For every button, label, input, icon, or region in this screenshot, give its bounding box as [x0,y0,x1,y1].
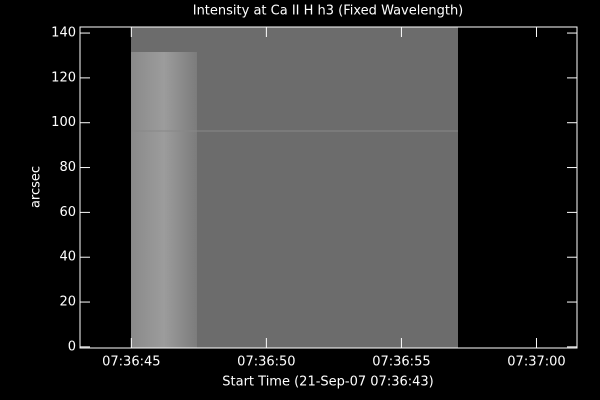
x-tick-label: 07:36:50 [237,355,295,370]
plot-frame [79,26,578,349]
y-tick-label: 60 [59,205,76,220]
image-bright-region [131,52,197,348]
x-axis-label: Start Time (21-Sep-07 07:36:43) [222,375,433,390]
y-tick-label: 80 [59,160,76,175]
y-tick-label: 20 [59,295,76,310]
y-axis-label: arcsec [29,166,44,208]
y-tick-label: 0 [68,339,76,354]
y-tick-label: 120 [51,70,76,85]
y-tick-label: 40 [59,250,76,265]
x-tick-label: 07:36:55 [372,355,430,370]
x-tick-label: 07:37:00 [507,355,565,370]
y-tick-label: 140 [51,26,76,41]
x-tick-label: 07:36:45 [102,355,160,370]
chart-title: Intensity at Ca II H h3 (Fixed Wavelengt… [193,4,464,19]
y-tick-label: 100 [51,115,76,130]
